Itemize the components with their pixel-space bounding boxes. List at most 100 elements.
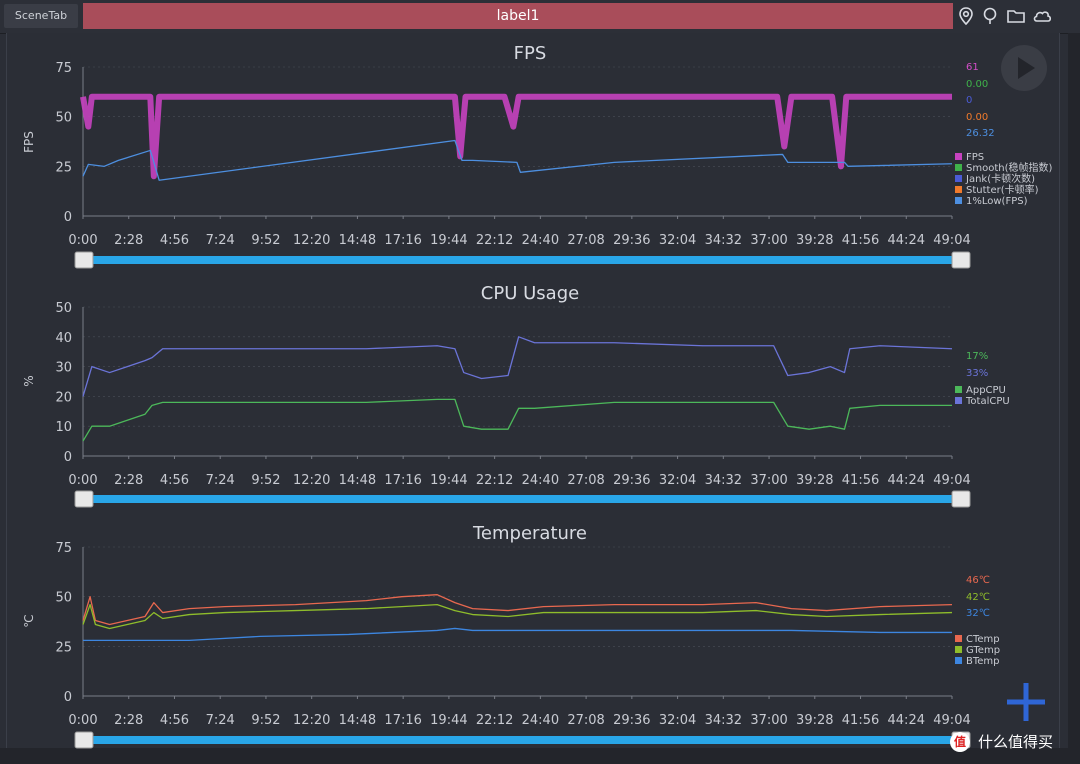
x-tick-label: 37:00 (750, 473, 787, 488)
legend-label: Smooth(稳帧指数) (966, 161, 1052, 174)
x-tick-label: 27:08 (567, 473, 604, 488)
add-button[interactable] (1004, 680, 1048, 724)
x-tick-label: 34:32 (705, 233, 742, 248)
current-value: 33% (966, 368, 988, 379)
legend-label: Stutter(卡顿率) (966, 183, 1039, 196)
x-tick-label: 49:04 (933, 233, 970, 248)
x-tick-label: 44:24 (888, 473, 925, 488)
x-tick-label: 14:48 (339, 713, 376, 728)
x-tick-label: 12:20 (293, 473, 330, 488)
y-tick-label: 10 (55, 420, 72, 435)
current-value: 61 (966, 62, 979, 73)
legend-swatch (955, 397, 962, 404)
x-tick-label: 0:00 (68, 233, 97, 248)
x-tick-label: 32:04 (659, 473, 696, 488)
location-pin-icon[interactable] (956, 6, 976, 26)
scrollbar-track (1068, 33, 1080, 764)
y-axis-label: FPS (22, 131, 36, 153)
x-tick-label: 17:16 (384, 233, 421, 248)
x-tick-label: 29:36 (613, 233, 650, 248)
scene-tab[interactable]: SceneTab (4, 4, 78, 28)
legend-label: AppCPU (966, 385, 1006, 396)
y-tick-label: 75 (55, 541, 72, 556)
x-tick-label: 27:08 (567, 713, 604, 728)
legend-label: TotalCPU (965, 396, 1010, 407)
series-line-appcpu (82, 398, 952, 442)
x-tick-label: 44:24 (888, 233, 925, 248)
chart-panel (6, 33, 1060, 748)
x-tick-label: 29:36 (613, 713, 650, 728)
x-tick-label: 4:56 (160, 473, 189, 488)
watermark-text: 什么值得买 (978, 733, 1054, 751)
current-value: 32℃ (966, 608, 990, 619)
y-tick-label: 75 (55, 61, 72, 76)
x-tick-label: 7:24 (206, 233, 235, 248)
range-slider-track (85, 736, 955, 744)
current-value: 0.00 (966, 112, 988, 123)
x-tick-label: 2:28 (114, 713, 143, 728)
y-tick-label: 50 (55, 591, 72, 606)
y-tick-label: 0 (64, 450, 72, 465)
x-tick-label: 34:32 (705, 713, 742, 728)
series-line-totalcpu (82, 336, 953, 397)
x-tick-label: 39:28 (796, 473, 833, 488)
x-tick-label: 7:24 (206, 713, 235, 728)
status-strip (0, 748, 1080, 764)
legend-label: FPS (966, 152, 984, 163)
legend-swatch (955, 657, 962, 664)
x-tick-label: 32:04 (659, 713, 696, 728)
legend-label: CTemp (966, 634, 1000, 645)
x-tick-label: 24:40 (522, 233, 559, 248)
current-value: 0.00 (966, 79, 988, 90)
x-tick-label: 17:16 (384, 713, 421, 728)
range-slider-handle-right (951, 251, 971, 269)
x-tick-label: 27:08 (567, 233, 604, 248)
series-line-btemp (83, 627, 952, 642)
y-tick-label: 0 (64, 690, 72, 705)
x-tick-label: 4:56 (160, 233, 189, 248)
legend-swatch (955, 635, 962, 642)
x-tick-label: 22:12 (476, 713, 513, 728)
y-axis-label: ℃ (22, 614, 36, 627)
legend-label: 1%Low(FPS) (966, 196, 1028, 207)
range-slider-track (85, 256, 955, 264)
current-value: 0 (966, 95, 972, 106)
top-toolbar: SceneTab label1 (0, 0, 1080, 34)
x-tick-label: 24:40 (522, 713, 559, 728)
x-tick-label: 0:00 (68, 473, 97, 488)
legend-swatch (955, 386, 962, 393)
x-tick-label: 12:20 (293, 233, 330, 248)
y-tick-label: 20 (55, 390, 72, 405)
folder-icon[interactable] (1006, 6, 1026, 26)
x-tick-label: 14:48 (339, 473, 376, 488)
y-tick-label: 40 (55, 331, 72, 346)
x-tick-label: 41:56 (842, 233, 879, 248)
y-tick-label: 0 (64, 210, 72, 225)
y-tick-label: 50 (55, 301, 72, 316)
x-tick-label: 39:28 (796, 233, 833, 248)
x-tick-label: 22:12 (476, 233, 513, 248)
legend-swatch (955, 646, 962, 653)
x-tick-label: 37:00 (750, 233, 787, 248)
y-tick-label: 30 (55, 361, 72, 376)
x-tick-label: 41:56 (842, 473, 879, 488)
x-tick-label: 4:56 (160, 713, 189, 728)
legend-swatch (955, 197, 962, 204)
x-tick-label: 9:52 (251, 473, 280, 488)
x-tick-label: 32:04 (659, 233, 696, 248)
x-tick-label: 24:40 (522, 473, 559, 488)
x-tick-label: 19:44 (430, 233, 467, 248)
x-tick-label: 9:52 (251, 233, 280, 248)
current-value: 26.32 (966, 128, 995, 139)
bulb-icon[interactable] (980, 6, 1000, 26)
session-label[interactable]: label1 (83, 3, 953, 29)
x-tick-label: 39:28 (796, 713, 833, 728)
legend-swatch (955, 153, 962, 160)
cloud-icon[interactable] (1032, 6, 1052, 26)
legend-label: GTemp (966, 645, 1000, 656)
range-slider-handle-left (74, 251, 94, 269)
chart-title: Temperature (472, 523, 587, 544)
play-button[interactable] (1000, 44, 1048, 92)
x-tick-label: 0:00 (68, 713, 97, 728)
